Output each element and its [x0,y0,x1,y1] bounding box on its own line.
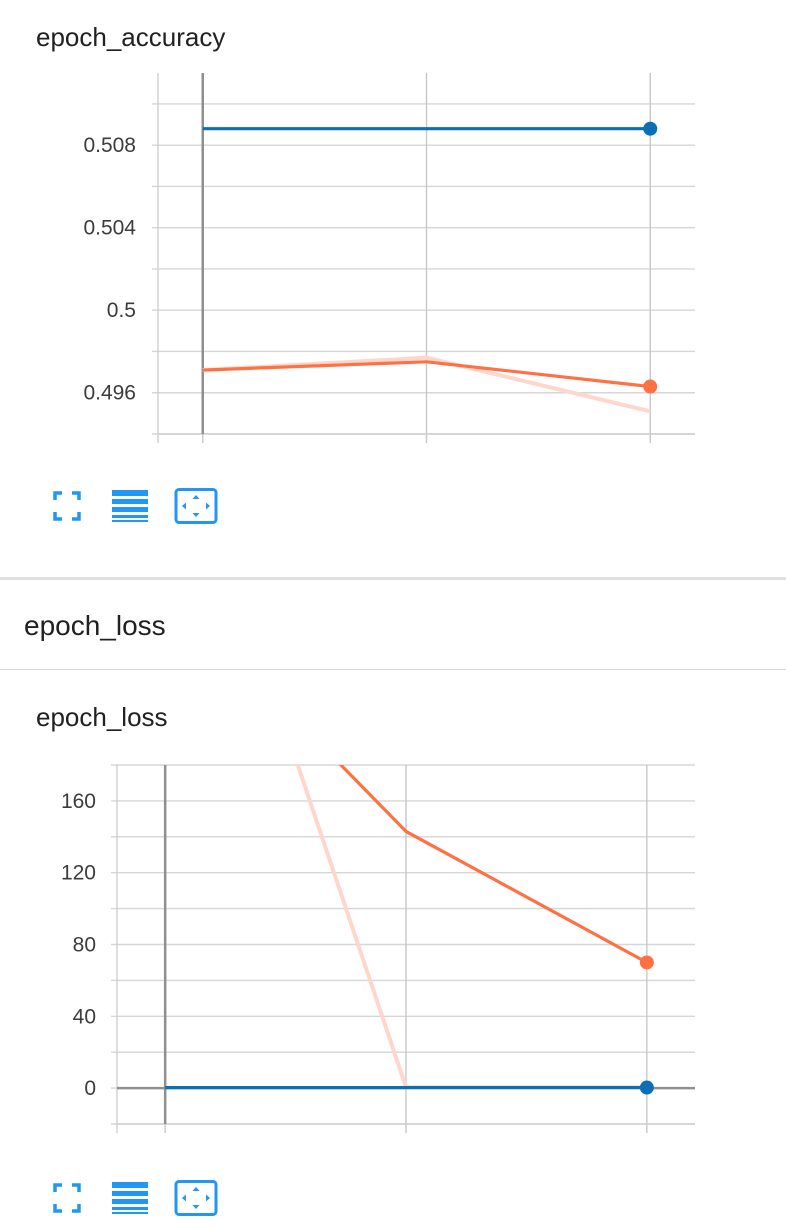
toggle-legend-button[interactable] [110,1180,150,1216]
fit-domain-icon [174,488,218,524]
series-line [338,765,648,964]
y-tick-label: 160 [61,790,96,813]
fullscreen-button[interactable] [52,488,92,524]
group-title: epoch_loss [24,610,166,641]
y-tick-label: 0.5 [107,299,136,322]
line-chart-accuracy[interactable]: 0.496 0.5 0.504 0.508 [0,0,786,470]
y-tick-label: 0 [84,1077,96,1100]
y-tick-label: 0.504 [83,217,136,240]
series-group [202,127,651,414]
y-tick-label: 80 [73,934,96,957]
legend-list-icon [112,1182,148,1214]
series-end-point [639,1080,654,1095]
y-tick-label: 0.508 [83,134,136,157]
group-header[interactable]: epoch_loss [0,580,786,670]
series-end-point [643,121,658,136]
fit-domain-button[interactable] [174,1180,218,1216]
fit-domain-button[interactable] [174,488,218,524]
legend-list-icon [112,490,148,522]
series-end-point [639,955,654,970]
chart-card-loss: epoch_loss 0 40 80 120 160 [0,690,786,1230]
section-divider [0,577,786,580]
y-tick-label: 0.496 [83,382,136,405]
y-tick-label: 120 [61,862,96,885]
fullscreen-button[interactable] [52,1180,92,1216]
chart-title: epoch_loss [36,702,168,732]
line-chart-loss[interactable]: 0 40 80 120 160 [0,690,786,1150]
series-line [202,360,651,389]
fit-domain-icon [174,1180,218,1216]
series-end-point [643,379,658,394]
series-group [165,765,648,1090]
toggle-legend-button[interactable] [110,488,150,524]
fullscreen-icon [53,491,81,521]
chart-title: epoch_accuracy [36,22,226,52]
y-tick-label: 40 [73,1005,96,1028]
fullscreen-icon [53,1183,81,1213]
chart-card-accuracy: epoch_accuracy 0.496 0.5 0.504 0.508 [0,0,786,578]
